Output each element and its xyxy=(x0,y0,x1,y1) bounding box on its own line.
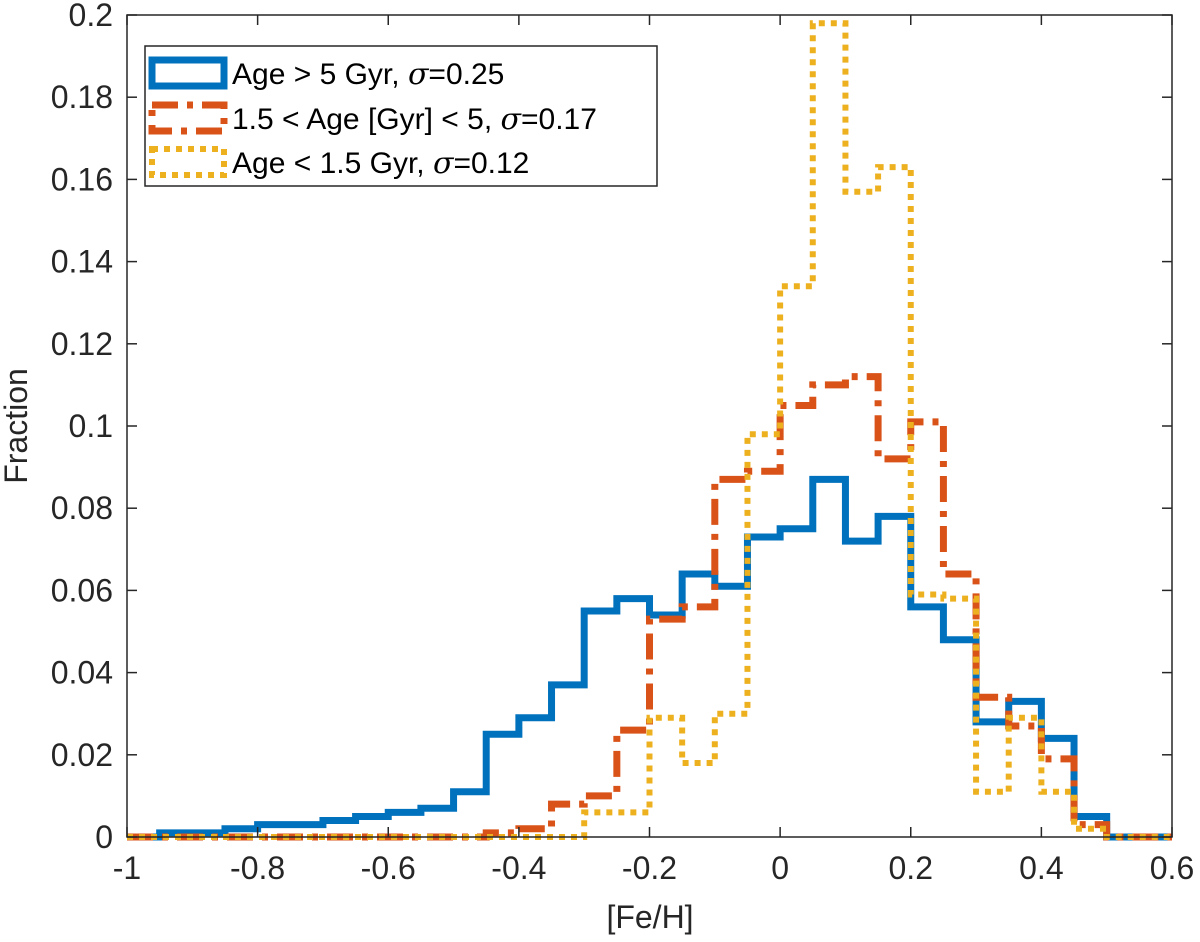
legend-label-3: Age < 1.5 Gyr, σ=0.12 xyxy=(232,146,529,181)
x-tick-label: 0 xyxy=(771,850,789,886)
series-line-3 xyxy=(127,20,1172,840)
y-tick-label: 0.12 xyxy=(51,326,113,362)
x-axis-title: [Fe/H] xyxy=(606,899,693,935)
x-tick-label: -0.2 xyxy=(622,850,677,886)
legend-swatch-3 xyxy=(149,146,227,178)
legend-swatch-2 xyxy=(148,101,228,135)
x-tick-label: 0.4 xyxy=(1019,850,1063,886)
y-tick-label: 0.16 xyxy=(51,161,113,197)
y-tick-label: 0.14 xyxy=(51,244,113,280)
x-tick-label: -0.6 xyxy=(361,850,416,886)
x-tick-label: 0.6 xyxy=(1150,850,1194,886)
y-tick-label: 0.08 xyxy=(51,490,113,526)
y-axis-title: Fraction xyxy=(0,368,34,484)
ticks-layer: -1 -0.8 -0.6 -0.4 -0.2 0 0.2 0.4 0.6 0 0.02 0.04 0.0… xyxy=(51,0,1195,886)
legend-swatch-1 xyxy=(148,56,228,90)
x-tick-label: -0.8 xyxy=(230,850,285,886)
legend-label-2: 1.5 < Age [Gyr] < 5, σ=0.17 xyxy=(232,102,597,137)
legend-entries: Age > 5 Gyr, σ=0.25 1.5 < Age [Gyr] < 5, … xyxy=(148,56,597,181)
legend-label-1: Age > 5 Gyr, σ=0.25 xyxy=(232,57,504,92)
y-tick-label: 0.1 xyxy=(69,408,113,444)
y-tick-label: 0.02 xyxy=(51,737,113,773)
series-layer xyxy=(127,20,1172,841)
x-tick-label: -0.4 xyxy=(491,850,546,886)
legend-box xyxy=(144,45,658,187)
y-tick-label: 0.2 xyxy=(69,0,113,33)
y-tick-label: 0 xyxy=(95,819,113,855)
y-tick-label: 0.18 xyxy=(51,79,113,115)
y-tick-label: 0.04 xyxy=(51,655,113,691)
x-tick-label: 0.2 xyxy=(889,850,933,886)
legend: Age > 5 Gyr, σ=0.25 1.5 < Age [Gyr] < 5, … xyxy=(144,45,658,187)
x-tick-label: -1 xyxy=(113,850,141,886)
y-tick-label: 0.06 xyxy=(51,572,113,608)
